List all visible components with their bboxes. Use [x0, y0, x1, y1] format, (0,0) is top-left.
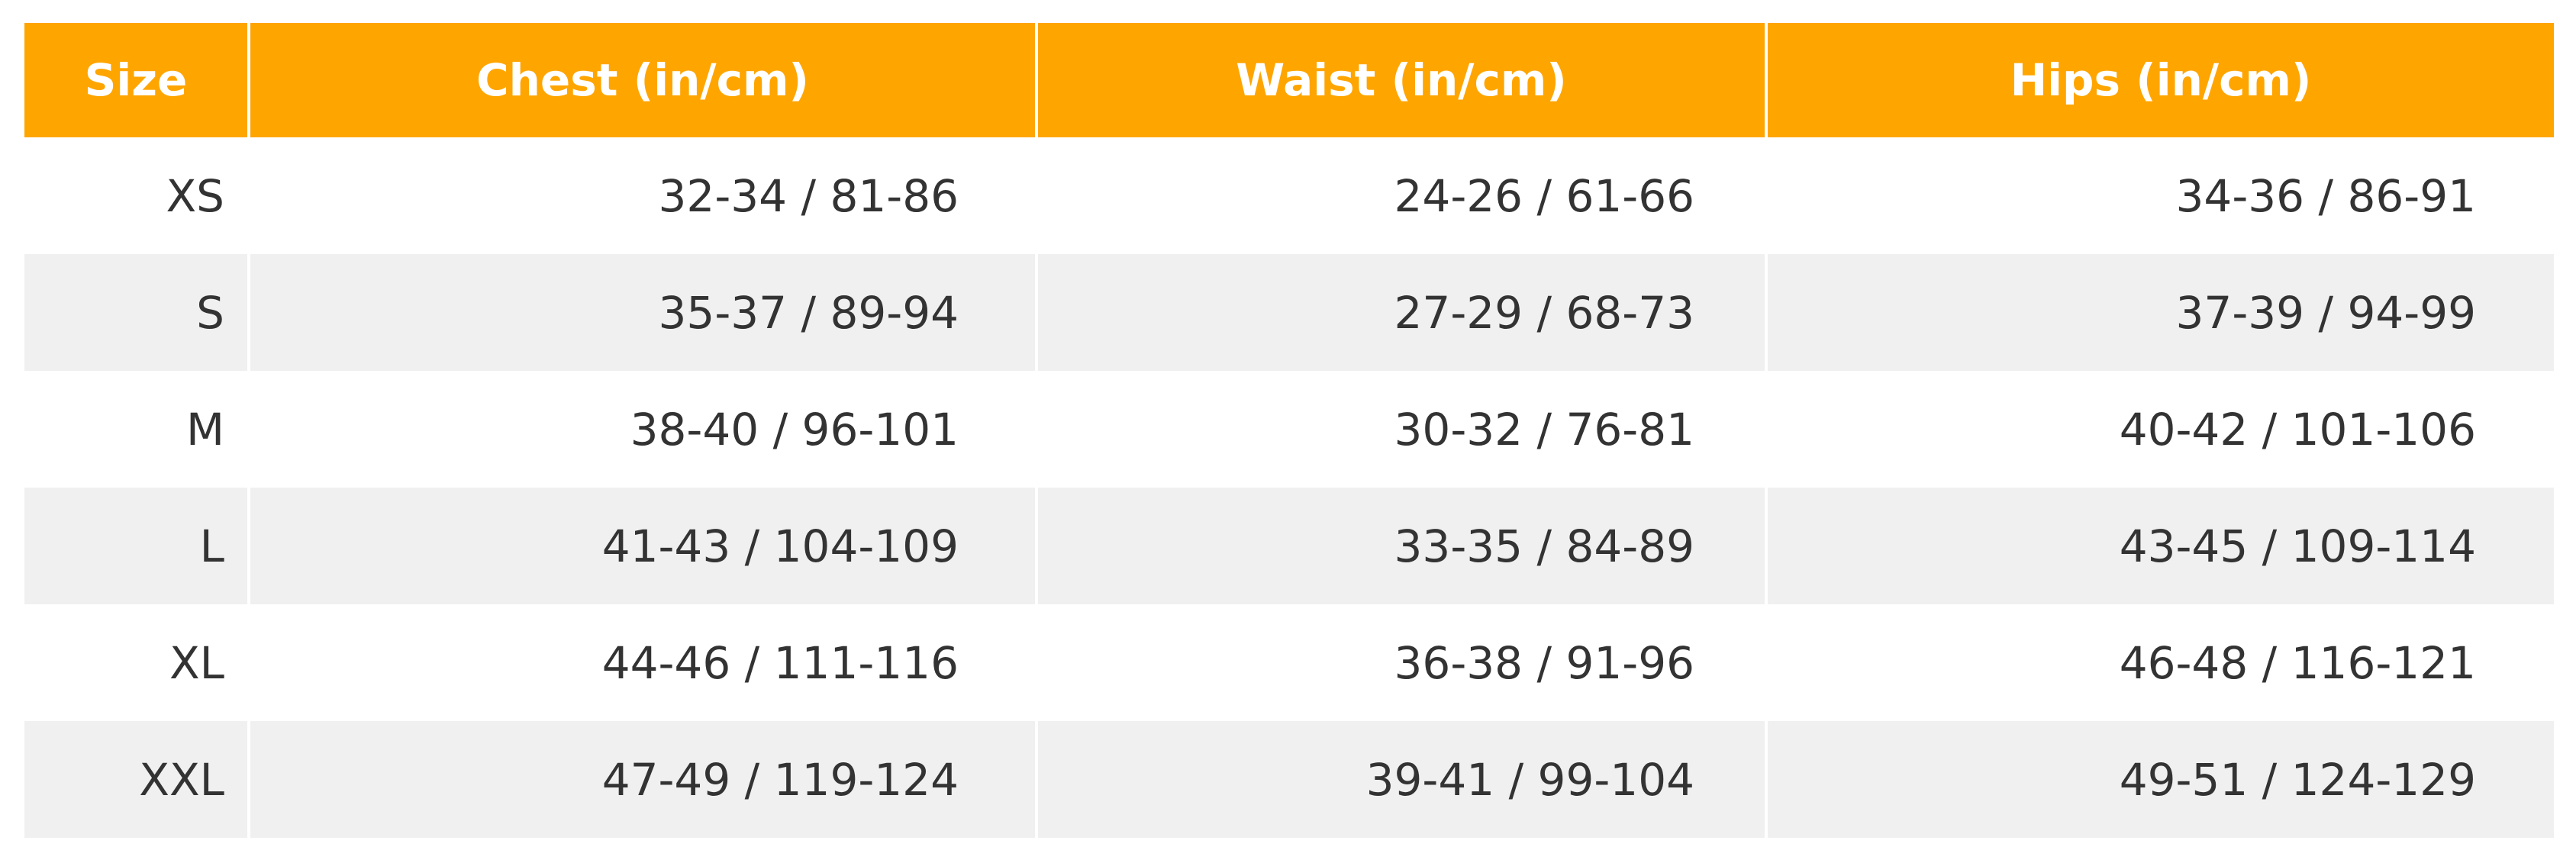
- waist-cell: 39-41 / 99-104: [1037, 721, 1768, 838]
- table-row: S 35-37 / 89-94 27-29 / 68-73 37-39 / 94…: [24, 254, 2554, 371]
- header-hips: Hips (in/cm): [1766, 23, 2554, 137]
- hips-cell: 43-45 / 109-114: [1766, 488, 2554, 604]
- waist-cell: 36-38 / 91-96: [1037, 604, 1768, 721]
- header-chest: Chest (in/cm): [249, 23, 1038, 137]
- chest-cell: 35-37 / 89-94: [249, 254, 1038, 371]
- size-cell: XXL: [24, 721, 250, 838]
- hips-cell: 49-51 / 124-129: [1766, 721, 2554, 838]
- header-row: Size Chest (in/cm) Waist (in/cm) Hips (i…: [24, 23, 2554, 137]
- hips-cell: 34-36 / 86-91: [1766, 137, 2554, 254]
- table-row: M 38-40 / 96-101 30-32 / 76-81 40-42 / 1…: [24, 371, 2554, 488]
- waist-cell: 24-26 / 61-66: [1037, 137, 1768, 254]
- hips-cell: 37-39 / 94-99: [1766, 254, 2554, 371]
- header-waist: Waist (in/cm): [1037, 23, 1768, 137]
- chest-cell: 38-40 / 96-101: [249, 371, 1038, 488]
- chest-cell: 44-46 / 111-116: [249, 604, 1038, 721]
- table-header: Size Chest (in/cm) Waist (in/cm) Hips (i…: [24, 23, 2554, 137]
- hips-cell: 46-48 / 116-121: [1766, 604, 2554, 721]
- waist-cell: 27-29 / 68-73: [1037, 254, 1768, 371]
- chest-cell: 41-43 / 104-109: [249, 488, 1038, 604]
- waist-cell: 30-32 / 76-81: [1037, 371, 1768, 488]
- hips-cell: 40-42 / 101-106: [1766, 371, 2554, 488]
- table-row: XL 44-46 / 111-116 36-38 / 91-96 46-48 /…: [24, 604, 2554, 721]
- size-cell: S: [24, 254, 250, 371]
- chest-cell: 47-49 / 119-124: [249, 721, 1038, 838]
- table-body: XS 32-34 / 81-86 24-26 / 61-66 34-36 / 8…: [24, 137, 2554, 838]
- size-cell: XS: [24, 137, 250, 254]
- size-cell: L: [24, 488, 250, 604]
- size-chart-table: Size Chest (in/cm) Waist (in/cm) Hips (i…: [24, 23, 2554, 838]
- table-row: XXL 47-49 / 119-124 39-41 / 99-104 49-51…: [24, 721, 2554, 838]
- table-row: L 41-43 / 104-109 33-35 / 84-89 43-45 / …: [24, 488, 2554, 604]
- table-row: XS 32-34 / 81-86 24-26 / 61-66 34-36 / 8…: [24, 137, 2554, 254]
- size-cell: XL: [24, 604, 250, 721]
- waist-cell: 33-35 / 84-89: [1037, 488, 1768, 604]
- size-cell: M: [24, 371, 250, 488]
- header-size: Size: [24, 23, 250, 137]
- chest-cell: 32-34 / 81-86: [249, 137, 1038, 254]
